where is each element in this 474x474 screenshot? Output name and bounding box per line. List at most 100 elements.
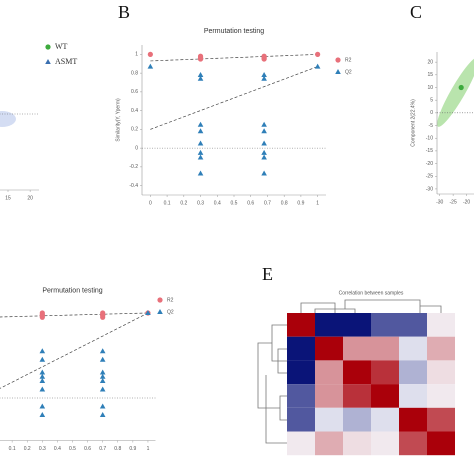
- y-tick-label: 10: [427, 85, 433, 91]
- legend-label: R2: [345, 57, 352, 63]
- fit-line: [150, 66, 318, 130]
- heatmap-cell: [287, 313, 315, 337]
- heatmap-cell: [399, 336, 427, 361]
- point: [261, 140, 267, 146]
- point: [147, 51, 153, 57]
- point: [261, 149, 267, 155]
- legend-swatch: [335, 57, 341, 63]
- heatmap-cell: [315, 431, 343, 456]
- heatmap-cell: [315, 360, 343, 385]
- x-tick-label: 0.9: [297, 200, 304, 206]
- point: [261, 121, 267, 127]
- x-tick-label: 0.2: [24, 446, 31, 452]
- heatmap-cell: [399, 407, 427, 432]
- y-tick-label: 15: [427, 72, 433, 78]
- x-tick-label: 0.3: [197, 200, 204, 206]
- point: [39, 356, 46, 362]
- heatmap-cell: [427, 384, 455, 408]
- legend-label: ASMT: [55, 57, 77, 66]
- point: [99, 386, 106, 392]
- heatmap-cell: [315, 313, 343, 337]
- point: [99, 412, 106, 417]
- y-tick-label: -20: [426, 161, 433, 167]
- fit-line: [150, 54, 318, 62]
- legend-swatch: [335, 69, 341, 74]
- y-tick-label: -10: [426, 136, 433, 142]
- point: [261, 72, 267, 77]
- y-tick-label: -0.2: [129, 164, 138, 170]
- x-tick-label: -25: [450, 199, 457, 205]
- y-tick-label: -25: [426, 174, 433, 180]
- point: [145, 310, 151, 315]
- y-tick-label: 0: [430, 110, 433, 116]
- y-tick-label: 1: [135, 52, 138, 58]
- heatmap-cell: [371, 360, 399, 385]
- y-tick-label: -30: [426, 186, 433, 192]
- point: [99, 373, 106, 379]
- point: [197, 170, 204, 176]
- point: [314, 63, 321, 69]
- point: [458, 84, 464, 91]
- legend-label: Q2: [345, 69, 352, 75]
- x-tick-label: 20: [27, 195, 33, 201]
- y-tick-label: 0.6: [131, 89, 138, 95]
- y-tick-label: 0.8: [131, 70, 138, 76]
- legend-swatch: [45, 44, 51, 50]
- x-tick-label: 1: [316, 200, 319, 206]
- legend-label: R2: [167, 297, 174, 303]
- heatmap-cell: [399, 431, 427, 456]
- x-tick-label: 0.1: [164, 200, 171, 206]
- point: [197, 121, 204, 127]
- y-axis-label: Similarity(Y, Yperm): [115, 98, 121, 142]
- point: [197, 54, 204, 60]
- point: [100, 314, 106, 320]
- legend-swatch: [157, 309, 163, 314]
- x-tick-label: 0.7: [264, 200, 271, 206]
- x-tick-label: 0.4: [214, 200, 221, 206]
- x-tick-label: 0.5: [69, 446, 76, 452]
- x-tick-label: 0.5: [231, 200, 238, 206]
- point: [39, 314, 45, 320]
- x-tick-label: 15: [5, 195, 11, 201]
- y-tick-label: -5: [429, 123, 434, 129]
- confidence-ellipse: [0, 111, 16, 127]
- x-tick-label: 0: [149, 200, 152, 206]
- point: [197, 128, 204, 134]
- point: [315, 51, 321, 57]
- heatmap-cell: [315, 384, 343, 408]
- heatmap-cell: [287, 336, 315, 361]
- x-tick-label: 0.6: [84, 446, 91, 452]
- point: [39, 386, 46, 392]
- point: [39, 373, 46, 379]
- heatmap-cell: [315, 407, 343, 432]
- x-tick-label: 0.9: [129, 446, 136, 452]
- point: [197, 154, 204, 160]
- point: [99, 369, 106, 375]
- x-tick-label: 0.6: [247, 200, 254, 206]
- heatmap-cell: [399, 384, 427, 408]
- y-tick-label: -15: [426, 148, 433, 154]
- point: [99, 356, 106, 362]
- y-tick-label: 0: [135, 145, 138, 151]
- point: [261, 170, 267, 176]
- point: [197, 140, 204, 146]
- heatmap-cell: [287, 431, 315, 456]
- chart-title: Permutation testing: [204, 28, 264, 35]
- heatmap-cell: [371, 431, 399, 456]
- heatmap-cell: [343, 431, 371, 456]
- chart-title: Permutation testing: [42, 287, 102, 294]
- point: [197, 72, 204, 77]
- y-tick-label: -0.4: [129, 183, 138, 189]
- legend-swatch: [45, 59, 51, 64]
- point: [261, 75, 267, 81]
- point: [99, 348, 106, 354]
- heatmap-cell: [427, 431, 455, 456]
- heatmap-cell: [427, 336, 455, 361]
- heatmap-cell: [371, 336, 399, 361]
- x-tick-label: 0.8: [114, 446, 121, 452]
- point: [261, 128, 267, 134]
- heatmap-cell: [427, 360, 455, 385]
- panel-letter: E: [262, 264, 273, 284]
- point: [39, 412, 46, 417]
- panel-letter: C: [410, 2, 422, 22]
